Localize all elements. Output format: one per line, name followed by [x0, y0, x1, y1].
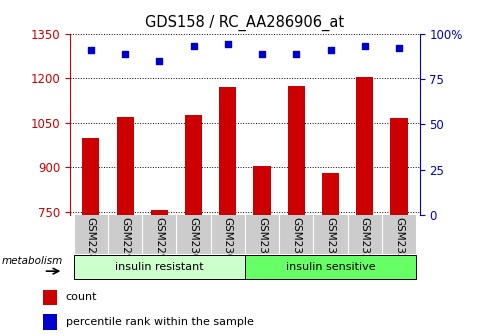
Point: [360, 44, 368, 49]
Bar: [74, 215, 108, 254]
Bar: [279, 215, 313, 254]
Text: insulin sensitive: insulin sensitive: [285, 262, 375, 271]
Text: percentile rank within the sample: percentile rank within the sample: [65, 317, 253, 327]
Bar: [253, 166, 270, 215]
Bar: [142, 215, 176, 254]
Bar: [321, 173, 338, 215]
Bar: [244, 255, 415, 279]
Point: [257, 51, 265, 56]
Bar: [82, 138, 99, 215]
Bar: [210, 215, 244, 254]
Point: [87, 47, 94, 53]
Text: metabolism: metabolism: [1, 256, 62, 266]
Bar: [151, 210, 167, 215]
Bar: [313, 215, 347, 254]
Point: [292, 51, 300, 56]
Bar: [176, 215, 210, 254]
Title: GDS158 / RC_AA286906_at: GDS158 / RC_AA286906_at: [145, 15, 344, 31]
Bar: [287, 86, 304, 215]
Bar: [381, 215, 415, 254]
Bar: [219, 87, 236, 215]
Text: GSM2300: GSM2300: [188, 217, 198, 267]
Point: [155, 58, 163, 64]
Bar: [108, 215, 142, 254]
Text: GSM2285: GSM2285: [86, 217, 96, 267]
Text: GSM2329: GSM2329: [393, 217, 403, 267]
Bar: [347, 215, 381, 254]
Text: count: count: [65, 292, 97, 302]
Bar: [43, 290, 57, 305]
Text: insulin resistant: insulin resistant: [115, 262, 203, 271]
Point: [394, 45, 402, 51]
Text: GSM2319: GSM2319: [325, 217, 335, 267]
Point: [326, 47, 333, 53]
Bar: [244, 215, 279, 254]
Text: GSM2314: GSM2314: [291, 217, 301, 267]
Point: [121, 51, 129, 56]
Point: [189, 44, 197, 49]
Text: GSM2324: GSM2324: [359, 217, 369, 267]
Bar: [390, 118, 407, 215]
Bar: [116, 118, 134, 215]
Point: [224, 42, 231, 47]
Text: GSM2310: GSM2310: [257, 217, 267, 267]
Bar: [74, 255, 244, 279]
Bar: [43, 314, 57, 330]
Bar: [355, 77, 373, 215]
Bar: [184, 115, 202, 215]
Text: GSM2295: GSM2295: [154, 217, 164, 267]
Text: GSM2290: GSM2290: [120, 217, 130, 267]
Text: GSM2305: GSM2305: [222, 217, 232, 267]
